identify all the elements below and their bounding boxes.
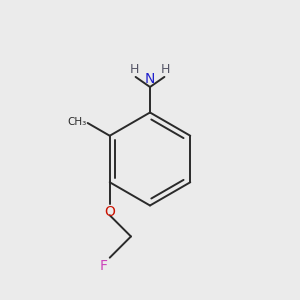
- Text: F: F: [99, 259, 107, 273]
- Text: H: H: [130, 63, 139, 76]
- Text: N: N: [145, 72, 155, 86]
- Text: O: O: [104, 205, 115, 219]
- Text: H: H: [161, 63, 170, 76]
- Text: CH₃: CH₃: [67, 117, 86, 127]
